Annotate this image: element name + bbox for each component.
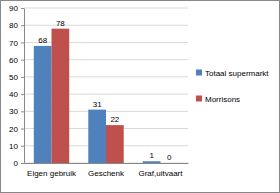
y-tick-mark bbox=[21, 77, 24, 78]
y-tick: 10 bbox=[9, 142, 24, 151]
y-tick-mark bbox=[21, 60, 24, 61]
data-label: 31 bbox=[93, 100, 102, 109]
y-axis: 0 10 20 30 40 50 60 70 80 90 bbox=[9, 4, 24, 168]
plot: 0102030405060708090Eigen gebruikGeschenk… bbox=[9, 4, 188, 178]
y-tick: 90 bbox=[9, 4, 24, 13]
x-tick: Geschenk bbox=[88, 163, 125, 178]
legend-swatch bbox=[196, 96, 202, 102]
y-tick: 20 bbox=[9, 125, 24, 134]
data-label: 22 bbox=[110, 115, 119, 124]
y-tick-label: 10 bbox=[9, 142, 18, 151]
y-tick: 50 bbox=[9, 73, 24, 82]
x-tick: Graf,uitvaart bbox=[138, 163, 183, 178]
x-axis-line bbox=[25, 163, 189, 164]
data-labels: 68 31 1 78 22 0 bbox=[38, 19, 172, 162]
legend-label: Morrisons bbox=[205, 95, 240, 104]
y-tick-label: 20 bbox=[9, 125, 18, 134]
legend-label: Totaal supermarkt bbox=[205, 69, 269, 78]
chart: 0102030405060708090Eigen gebruikGeschenk… bbox=[0, 0, 280, 193]
y-tick: 60 bbox=[9, 56, 24, 65]
grid-line bbox=[24, 42, 188, 43]
bar bbox=[88, 110, 106, 163]
y-tick-label: 50 bbox=[9, 73, 18, 82]
y-tick: 30 bbox=[9, 107, 24, 116]
legend: Totaal supermarkt Morrisons bbox=[196, 69, 269, 104]
data-label: 0 bbox=[167, 153, 172, 162]
y-tick-label: 90 bbox=[9, 4, 18, 13]
y-tick-mark bbox=[21, 8, 24, 9]
x-tick-label: Graf,uitvaart bbox=[138, 169, 183, 178]
bar bbox=[143, 161, 161, 163]
bar bbox=[52, 29, 70, 163]
y-tick-label: 70 bbox=[9, 39, 18, 48]
y-tick-mark bbox=[21, 146, 24, 147]
y-tick-mark bbox=[21, 42, 24, 43]
grid-line bbox=[24, 8, 188, 9]
y-tick-label: 0 bbox=[14, 159, 19, 168]
y-tick-mark bbox=[21, 111, 24, 112]
y-axis-line bbox=[24, 9, 25, 164]
y-tick: 80 bbox=[9, 21, 24, 30]
y-tick-mark bbox=[21, 94, 24, 95]
y-tick-label: 60 bbox=[9, 56, 18, 65]
chart-border bbox=[1, 1, 280, 193]
x-tick-label: Geschenk bbox=[88, 169, 125, 178]
y-tick: 0 bbox=[14, 159, 24, 168]
x-tick: Eigen gebruik bbox=[27, 163, 77, 178]
y-tick: 70 bbox=[9, 39, 24, 48]
y-tick-label: 80 bbox=[9, 21, 18, 30]
bar bbox=[34, 46, 52, 163]
data-label: 68 bbox=[38, 36, 47, 45]
grid bbox=[24, 8, 188, 163]
bars bbox=[34, 29, 161, 163]
y-tick: 40 bbox=[9, 90, 24, 99]
legend-swatch bbox=[196, 70, 202, 76]
x-axis: Eigen gebruik Geschenk Graf,uitvaart bbox=[25, 163, 189, 178]
bar bbox=[160, 163, 178, 164]
data-label: 78 bbox=[56, 19, 65, 28]
grid-line bbox=[24, 25, 188, 26]
x-tick-label: Eigen gebruik bbox=[27, 169, 77, 178]
y-tick-mark bbox=[21, 129, 24, 130]
y-tick-mark bbox=[21, 25, 24, 26]
y-tick-label: 30 bbox=[9, 107, 18, 116]
data-label: 1 bbox=[149, 151, 154, 160]
y-tick-label: 40 bbox=[9, 90, 18, 99]
bar bbox=[106, 125, 124, 163]
y-tick-mark bbox=[21, 163, 24, 164]
